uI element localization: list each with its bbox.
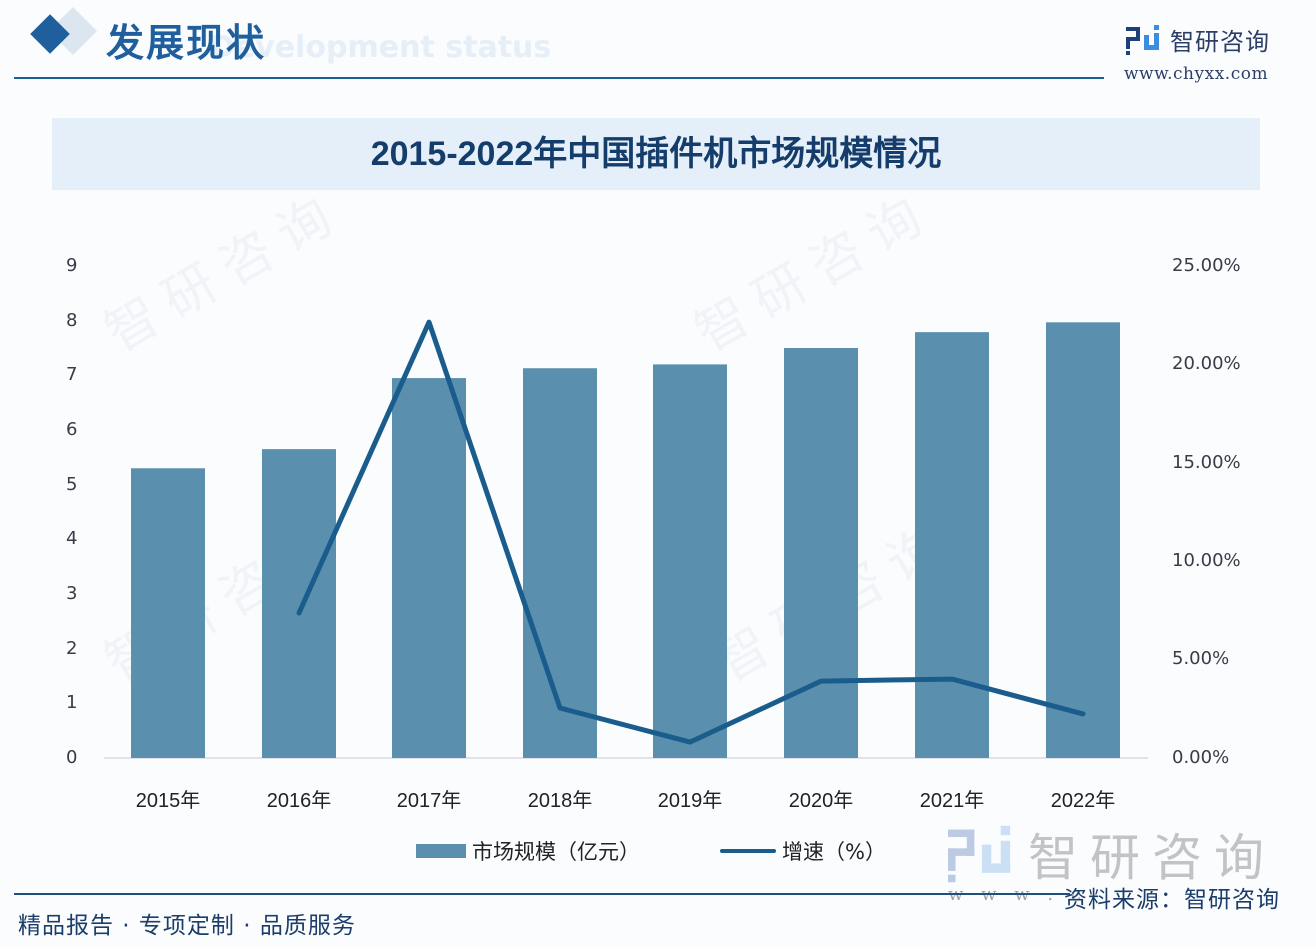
y-tick-right: 5.00% [1172, 648, 1230, 669]
plot-area [104, 319, 1148, 759]
section-title: 发展现状 [106, 21, 267, 65]
y-tick-left: 8 [66, 310, 78, 331]
x-tick: 2016年 [266, 790, 332, 812]
bar [523, 368, 597, 758]
brand-url: www.chyxx.com [1124, 64, 1269, 84]
y-tick-left: 9 [66, 255, 78, 276]
footer-divider [14, 893, 1070, 895]
brand-name: 智研咨询 [1170, 28, 1270, 56]
watermark-logo-icon [948, 825, 1011, 883]
legend-item-growth: 增速（%） [720, 836, 886, 866]
legend-item-market-size: 市场规模（亿元） [416, 836, 640, 866]
y-tick-right: 0.00% [1172, 747, 1230, 768]
y-tick-left: 0 [66, 747, 78, 768]
brand-logo: 智研咨询 [1126, 22, 1270, 57]
data-source: 资料来源：智研咨询 [1064, 887, 1280, 913]
section-subtitle: Development status [210, 30, 552, 65]
y-tick-right: 15.00% [1172, 452, 1241, 473]
x-tick: 2017年 [396, 790, 462, 812]
combo-chart: 9 8 7 6 5 4 3 2 1 0 25.00% 20.00% 15.00%… [0, 240, 1316, 840]
y-tick-left: 5 [66, 474, 78, 495]
legend-label: 增速（%） [782, 840, 886, 864]
y-tick-right: 20.00% [1172, 353, 1241, 374]
y-tick-left: 4 [66, 528, 78, 549]
footer-slogan: 精品报告 · 专项定制 · 品质服务 [18, 913, 356, 939]
watermark-brand: 智研咨询 [1028, 829, 1276, 887]
bar [262, 449, 336, 758]
bar-swatch-icon [416, 844, 466, 858]
y-tick-left: 6 [66, 419, 78, 440]
bar [131, 468, 205, 758]
x-tick: 2021年 [919, 790, 985, 812]
brand-logo-icon [1126, 24, 1159, 55]
page-header: Development status 发展现状 智研咨询 www.chyxx.c… [0, 0, 1316, 95]
bar [784, 348, 858, 758]
bar [1046, 322, 1120, 758]
x-tick: 2022年 [1050, 790, 1116, 812]
x-tick: 2019年 [657, 790, 723, 812]
y-tick-right: 10.00% [1172, 550, 1241, 571]
growth-line-series [296, 319, 1086, 745]
bar-series [131, 322, 1120, 758]
y-tick-left: 3 [66, 583, 78, 604]
bar [392, 378, 466, 758]
bar [653, 364, 727, 758]
y-tick-left: 1 [66, 692, 78, 713]
legend-label: 市场规模（亿元） [472, 840, 640, 864]
header-divider [14, 77, 1104, 79]
x-tick: 2018年 [527, 790, 593, 812]
line-swatch-icon [720, 849, 776, 853]
chart-title-band: 2015-2022年中国插件机市场规模情况 [52, 118, 1260, 190]
watermark-logo: 智研咨询 [948, 818, 1276, 890]
y-tick-right: 25.00% [1172, 255, 1241, 276]
y-tick-left: 7 [66, 364, 78, 385]
chart-title: 2015-2022年中国插件机市场规模情况 [370, 135, 942, 173]
chart-legend: 市场规模（亿元） 增速（%） [0, 836, 1316, 872]
y-tick-left: 2 [66, 638, 78, 659]
x-tick: 2015年 [135, 790, 201, 812]
bar [915, 332, 989, 758]
x-tick: 2020年 [788, 790, 854, 812]
